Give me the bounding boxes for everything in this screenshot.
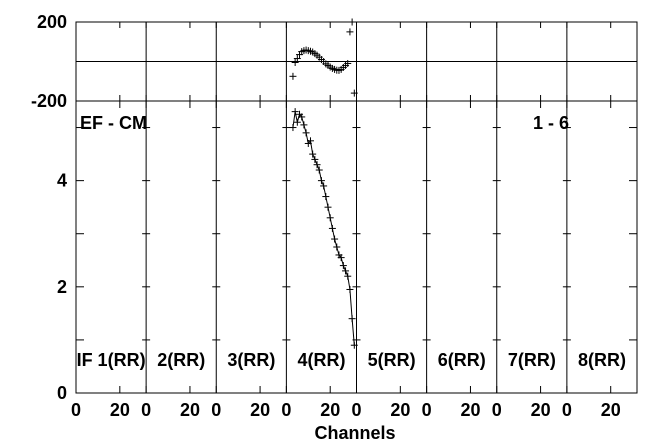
x-tick-label: 0	[492, 400, 502, 420]
panel-label: 4(RR)	[297, 350, 345, 370]
x-tick-label: 0	[422, 400, 432, 420]
baseline-label: EF - CM	[80, 113, 147, 133]
x-tick-label: 20	[531, 400, 551, 420]
panel-label: 8(RR)	[578, 350, 626, 370]
amplitude-y-tick-label: 4	[57, 171, 67, 191]
phase-y-tick-label: -200	[31, 91, 67, 111]
panel-label: IF 1(RR)	[77, 350, 146, 370]
x-tick-label: 20	[601, 400, 621, 420]
phase-y-tick-label: 200	[37, 12, 67, 32]
panel-label: 6(RR)	[438, 350, 486, 370]
panel-label: 2(RR)	[157, 350, 205, 370]
range-label: 1 - 6	[533, 113, 569, 133]
x-tick-label: 20	[390, 400, 410, 420]
x-tick-label: 20	[180, 400, 200, 420]
amplitude-y-tick-label: 0	[57, 383, 67, 403]
x-tick-label: 0	[351, 400, 361, 420]
axis-ticks	[75, 22, 637, 394]
panel-label: 7(RR)	[508, 350, 556, 370]
x-tick-label: 20	[110, 400, 130, 420]
x-tick-label: 0	[211, 400, 221, 420]
panel-label: 5(RR)	[368, 350, 416, 370]
x-tick-label: 20	[250, 400, 270, 420]
amplitude-y-tick-label: 2	[57, 277, 67, 297]
x-tick-label: 0	[281, 400, 291, 420]
x-tick-label: 0	[562, 400, 572, 420]
phase-series	[289, 18, 358, 97]
x-tick-label: 20	[460, 400, 480, 420]
x-axis-title: Channels	[314, 423, 395, 443]
x-tick-label: 0	[71, 400, 81, 420]
panel-grid	[145, 22, 568, 393]
panel-label: 3(RR)	[227, 350, 275, 370]
x-tick-label: 0	[141, 400, 151, 420]
amplitude-line	[292, 111, 355, 346]
x-tick-label: 20	[320, 400, 340, 420]
amplitude-series	[289, 108, 358, 349]
